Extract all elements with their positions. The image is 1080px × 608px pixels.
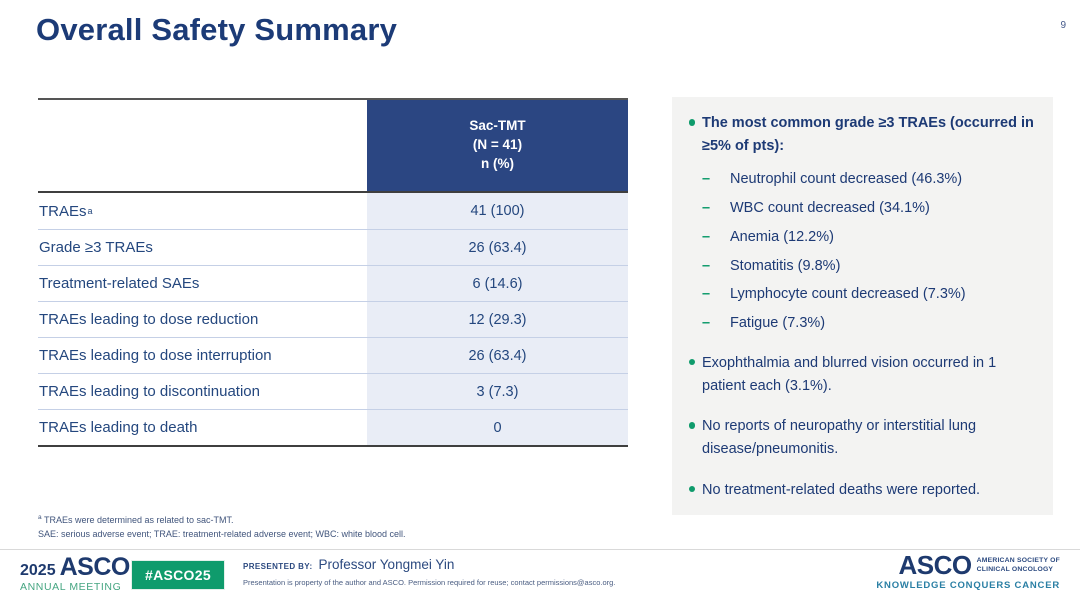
sub-bullet-text: Fatigue (7.3%) bbox=[730, 315, 826, 332]
row-value: 26 (63.4) bbox=[367, 338, 628, 373]
dash-icon: – bbox=[702, 257, 711, 274]
presented-by-label: PRESENTED BY: bbox=[243, 562, 313, 571]
bullet-icon bbox=[688, 422, 696, 429]
table-row: Grade ≥3 TRAEs 26 (63.4) bbox=[38, 229, 628, 265]
sub-bullet-item: – Stomatitis (9.8%) bbox=[700, 256, 1037, 278]
header-line-n: (N = 41) bbox=[472, 137, 523, 153]
asco-annual-meeting-logo: 2025 ASCO ANNUAL MEETING bbox=[20, 553, 131, 593]
table-row: TRAEs leading to discontinuation 3 (7.3) bbox=[38, 373, 628, 409]
table-header-row: Sac-TMT (N = 41) n (%) bbox=[38, 100, 628, 193]
table-row: TRAEs leading to death 0 bbox=[38, 409, 628, 445]
trae-sub-list: – Neutrophil count decreased (46.3%) – W… bbox=[700, 169, 1037, 335]
bullet-icon bbox=[688, 358, 696, 366]
row-label: TRAEs leading to dose reduction bbox=[39, 311, 259, 328]
row-label: Treatment-related SAEs bbox=[39, 275, 200, 292]
dash-icon: – bbox=[702, 200, 711, 217]
bullet-text: No treatment-related deaths were reporte… bbox=[702, 481, 981, 498]
bullet-item: No reports of neuropathy or interstitial… bbox=[682, 415, 1037, 461]
asco-wordmark: ASCO bbox=[59, 553, 131, 581]
meeting-name: ANNUAL MEETING bbox=[20, 581, 122, 593]
sub-bullet-item: – Fatigue (7.3%) bbox=[700, 313, 1037, 335]
bullet-text: The most common grade ≥3 TRAEs (occurred… bbox=[702, 115, 1034, 155]
row-value: 26 (63.4) bbox=[367, 230, 628, 265]
sub-bullet-item: – WBC count decreased (34.1%) bbox=[700, 198, 1037, 220]
safety-summary-table: Sac-TMT (N = 41) n (%) TRAEs a 41 (100) G… bbox=[38, 98, 628, 447]
row-value: 6 (14.6) bbox=[367, 266, 628, 301]
table-header-value-cell: Sac-TMT (N = 41) n (%) bbox=[367, 100, 628, 191]
sub-bullet-text: Lymphocyte count decreased (7.3%) bbox=[730, 286, 966, 303]
page-title: Overall Safety Summary bbox=[36, 12, 398, 47]
footnote-line-2: SAE: serious adverse event; TRAE: treatm… bbox=[38, 528, 406, 539]
row-value: 12 (29.3) bbox=[367, 302, 628, 337]
sub-bullet-text: Neutrophil count decreased (46.3%) bbox=[730, 171, 963, 188]
bullet-text: No reports of neuropathy or interstitial… bbox=[702, 418, 977, 458]
header-line-arm: Sac-TMT bbox=[469, 118, 526, 134]
bullet-item: Exophthalmia and blurred vision occurred… bbox=[682, 352, 1037, 398]
copyright-disclaimer: Presentation is property of the author a… bbox=[243, 578, 616, 587]
asco-tagline: KNOWLEDGE CONQUERS CANCER bbox=[876, 579, 1060, 591]
row-label: TRAEs leading to death bbox=[39, 419, 198, 436]
sub-bullet-text: Stomatitis (9.8%) bbox=[730, 257, 841, 274]
row-label: Grade ≥3 TRAEs bbox=[39, 239, 153, 256]
bullet-icon bbox=[688, 485, 696, 493]
bullet-text: Exophthalmia and blurred vision occurred… bbox=[702, 354, 997, 395]
sub-bullet-item: – Neutrophil count decreased (46.3%) bbox=[700, 169, 1037, 191]
hashtag-badge: #ASCO25 bbox=[131, 560, 225, 590]
table-row: TRAEs leading to dose reduction 12 (29.3… bbox=[38, 301, 628, 337]
header-line-unit: n (%) bbox=[481, 155, 514, 171]
meeting-year: 2025 bbox=[20, 562, 56, 579]
sub-bullet-item: – Anemia (12.2%) bbox=[700, 227, 1037, 249]
presenter-block: PRESENTED BY: Professor Yongmei Yin Pres… bbox=[243, 557, 615, 587]
sub-bullet-text: WBC count decreased (34.1%) bbox=[730, 200, 930, 217]
slide-page-number: 9 bbox=[1060, 20, 1066, 31]
society-name-line1: AMERICAN SOCIETY OF bbox=[976, 557, 1060, 565]
row-label: TRAEs leading to discontinuation bbox=[39, 383, 260, 400]
dash-icon: – bbox=[702, 228, 711, 245]
bullet-item: No treatment-related deaths were reporte… bbox=[682, 479, 1037, 502]
table-row: Treatment-related SAEs 6 (14.6) bbox=[38, 265, 628, 301]
table-header-empty-cell bbox=[38, 100, 367, 191]
dash-icon: – bbox=[702, 171, 711, 188]
row-label: TRAEs leading to dose interruption bbox=[39, 347, 272, 364]
dash-icon: – bbox=[702, 286, 711, 303]
row-value: 0 bbox=[367, 410, 628, 445]
row-label: TRAEs a bbox=[39, 202, 93, 220]
presenter-name: Professor Yongmei Yin bbox=[318, 557, 455, 572]
footnote: a TRAEs were determined as related to sa… bbox=[38, 513, 406, 541]
dash-icon: – bbox=[702, 315, 711, 332]
society-name-line2: CLINICAL ONCOLOGY bbox=[976, 566, 1054, 574]
asco-wordmark: ASCO bbox=[898, 550, 973, 580]
sub-bullet-item: – Lymphocyte count decreased (7.3%) bbox=[700, 284, 1037, 306]
table-row: TRAEs leading to dose interruption 26 (6… bbox=[38, 337, 628, 373]
footnote-line-1: a TRAEs were determined as related to sa… bbox=[38, 514, 234, 525]
key-findings-panel: The most common grade ≥3 TRAEs (occurred… bbox=[672, 97, 1053, 515]
footer-divider bbox=[0, 549, 1080, 550]
sub-bullet-text: Anemia (12.2%) bbox=[730, 228, 834, 245]
row-value: 3 (7.3) bbox=[367, 374, 628, 409]
bullet-icon bbox=[688, 119, 696, 126]
footnote-marker: a bbox=[87, 206, 93, 216]
asco-society-logo: ASCO AMERICAN SOCIETY OF CLINICAL ONCOLO… bbox=[876, 550, 1060, 591]
row-value: 41 (100) bbox=[367, 193, 628, 229]
bullet-item: The most common grade ≥3 TRAEs (occurred… bbox=[682, 112, 1037, 158]
table-row: TRAEs a 41 (100) bbox=[38, 193, 628, 229]
